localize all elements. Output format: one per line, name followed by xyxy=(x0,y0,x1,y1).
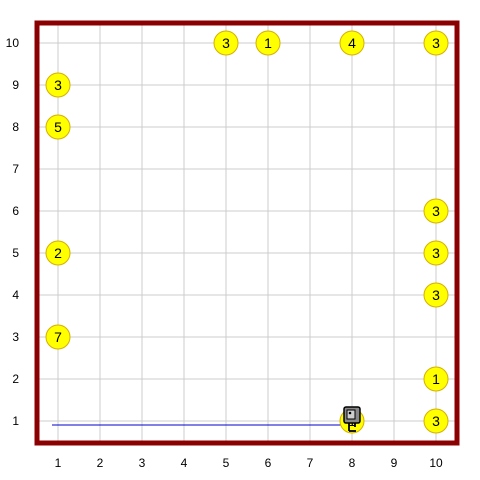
beeper-count: 1 xyxy=(432,371,440,387)
robot-eye xyxy=(348,411,352,415)
beeper-count: 7 xyxy=(54,329,62,345)
y-axis-label: 8 xyxy=(12,120,19,134)
beeper-circle xyxy=(423,240,449,266)
beeper-circle xyxy=(423,30,449,56)
beeper-circle xyxy=(45,240,71,266)
x-axis-label: 1 xyxy=(55,456,62,470)
beeper-circle xyxy=(339,30,365,56)
robot-icon xyxy=(343,406,361,432)
beeper: 3 xyxy=(45,72,71,98)
y-axis-label: 1 xyxy=(12,414,19,428)
x-axis-label: 3 xyxy=(139,456,146,470)
beeper: 1 xyxy=(255,30,281,56)
beeper: 7 xyxy=(45,324,71,350)
beeper-count: 3 xyxy=(432,413,440,429)
beeper: 3 xyxy=(423,198,449,224)
y-axis-label: 7 xyxy=(12,162,19,176)
x-axis-label: 8 xyxy=(349,456,356,470)
beeper: 4 xyxy=(339,30,365,56)
grid-lines xyxy=(37,23,457,443)
x-axis-label: 7 xyxy=(307,456,314,470)
robot xyxy=(343,406,361,432)
x-axis-label: 4 xyxy=(181,456,188,470)
beeper: 2 xyxy=(45,240,71,266)
beeper-count: 3 xyxy=(432,287,440,303)
beepers: 31433532337113 xyxy=(45,30,449,434)
robot-face xyxy=(346,409,356,420)
y-axis-label: 9 xyxy=(12,78,19,92)
beeper-circle xyxy=(213,30,239,56)
x-axis-labels: 1 2 3 4 5 6 7 8 9 10 xyxy=(55,456,443,470)
x-axis-label: 5 xyxy=(223,456,230,470)
beeper-count: 3 xyxy=(54,77,62,93)
beeper: 5 xyxy=(45,114,71,140)
x-axis-label: 2 xyxy=(97,456,104,470)
beeper-circle xyxy=(423,282,449,308)
y-axis-label: 3 xyxy=(12,330,19,344)
y-axis-labels: 1 2 3 4 5 6 7 8 9 10 xyxy=(6,36,20,428)
world-border-wall xyxy=(34,20,460,446)
beeper-count: 5 xyxy=(54,119,62,135)
y-axis-label: 2 xyxy=(12,372,19,386)
beeper: 3 xyxy=(213,30,239,56)
y-axis-label: 4 xyxy=(12,288,19,302)
beeper-count: 3 xyxy=(432,245,440,261)
beeper-circle xyxy=(255,30,281,56)
beeper-count: 3 xyxy=(432,35,440,51)
beeper-circle xyxy=(45,324,71,350)
beeper: 3 xyxy=(423,282,449,308)
beeper: 1 xyxy=(423,366,449,392)
beeper-count: 1 xyxy=(264,35,272,51)
beeper-circle xyxy=(423,366,449,392)
x-axis-label: 6 xyxy=(265,456,272,470)
x-axis-label: 9 xyxy=(391,456,398,470)
y-axis-label: 6 xyxy=(12,204,19,218)
beeper: 3 xyxy=(423,408,449,434)
beeper-count: 2 xyxy=(54,245,62,261)
beeper: 3 xyxy=(423,30,449,56)
y-axis-label: 5 xyxy=(12,246,19,260)
beeper-circle xyxy=(45,72,71,98)
beeper-count: 3 xyxy=(432,203,440,219)
beeper: 3 xyxy=(423,240,449,266)
beeper-circle xyxy=(45,114,71,140)
x-axis-label: 10 xyxy=(429,456,443,470)
y-axis-label: 10 xyxy=(6,36,20,50)
beeper-count: 3 xyxy=(222,35,230,51)
beeper-circle xyxy=(423,198,449,224)
beeper-count: 4 xyxy=(348,35,356,51)
beeper-circle xyxy=(423,408,449,434)
